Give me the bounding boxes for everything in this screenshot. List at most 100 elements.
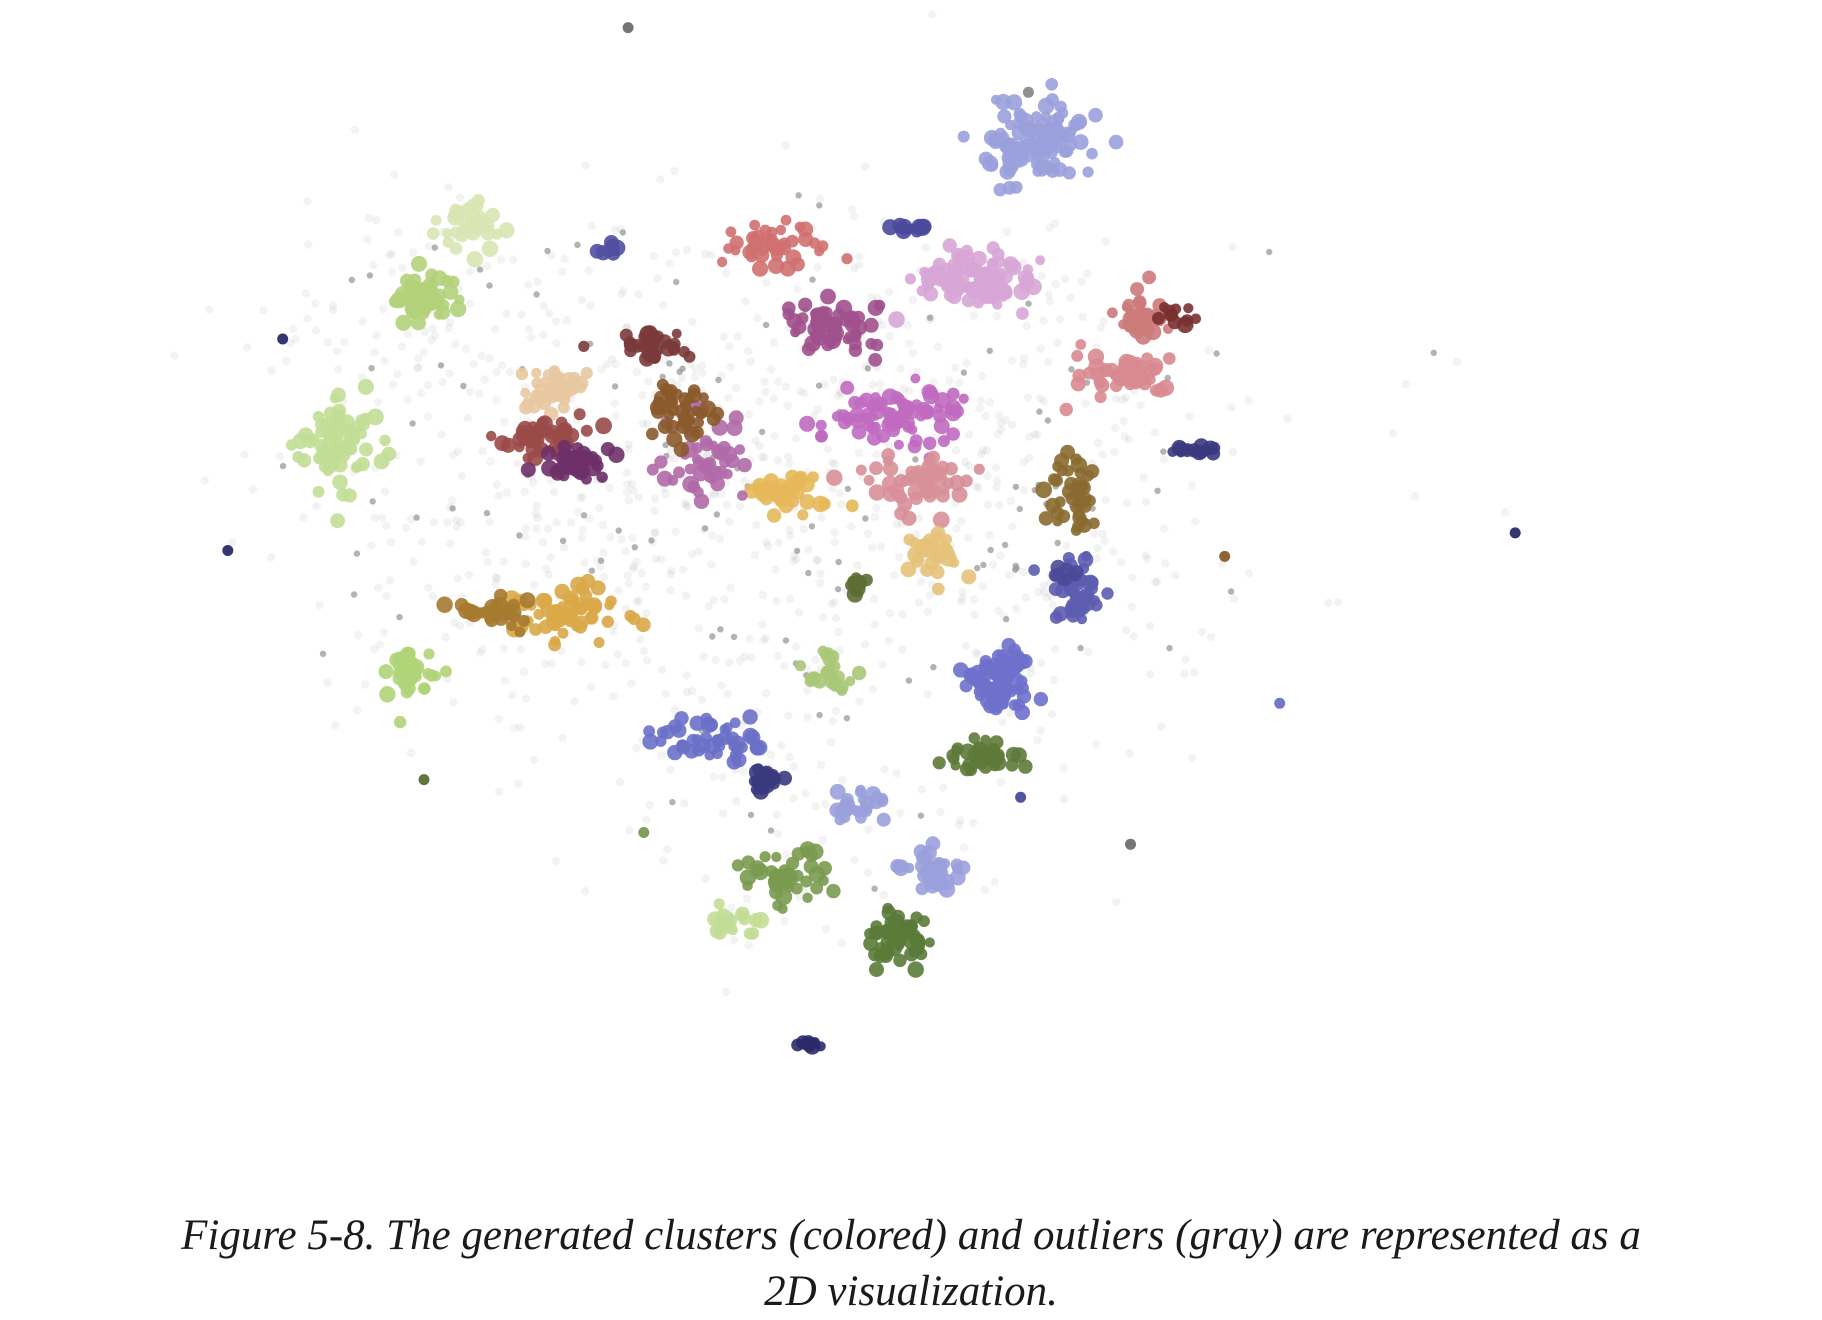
outlier-point bbox=[731, 797, 741, 806]
cluster-point bbox=[945, 548, 956, 559]
outlier-point bbox=[560, 254, 569, 264]
cluster-point bbox=[837, 800, 855, 817]
outlier-point bbox=[795, 192, 802, 199]
outlier-point bbox=[377, 513, 387, 522]
outlier-point bbox=[385, 576, 395, 585]
cluster-point bbox=[777, 770, 792, 786]
outlier-point bbox=[1146, 670, 1155, 679]
outlier-point bbox=[1036, 726, 1045, 735]
outlier-point bbox=[601, 660, 610, 670]
cluster-point bbox=[946, 427, 960, 441]
cluster-24 bbox=[1028, 550, 1114, 625]
cluster-point bbox=[590, 580, 606, 596]
outlier-point bbox=[493, 574, 502, 583]
cluster-point bbox=[1050, 474, 1063, 487]
outlier-point bbox=[637, 568, 646, 578]
outlier-point bbox=[617, 535, 626, 544]
cluster-point bbox=[454, 598, 469, 612]
cluster-point bbox=[1061, 483, 1078, 500]
outlier-point bbox=[917, 785, 927, 794]
outlier-point bbox=[899, 384, 908, 393]
cluster-point bbox=[667, 341, 680, 354]
outlier-point bbox=[683, 502, 692, 512]
outlier-point bbox=[1053, 338, 1062, 348]
outlier-point bbox=[964, 461, 973, 470]
cluster-point bbox=[988, 289, 999, 300]
cluster-point bbox=[834, 679, 849, 695]
outlier-point bbox=[962, 359, 971, 368]
outlier-point bbox=[1036, 394, 1045, 403]
outlier-point bbox=[576, 493, 585, 503]
cluster-point bbox=[517, 614, 530, 627]
cluster-point bbox=[924, 937, 935, 948]
outlier-point bbox=[815, 382, 823, 389]
outlier-point bbox=[827, 599, 836, 609]
outlier-point bbox=[248, 485, 258, 494]
outlier-point bbox=[388, 380, 398, 389]
cluster-point bbox=[764, 237, 777, 250]
cluster-point bbox=[593, 637, 605, 648]
outlier-point bbox=[750, 551, 759, 560]
outlier-point bbox=[688, 549, 697, 559]
outlier-point bbox=[791, 434, 801, 443]
outlier-point bbox=[350, 591, 358, 598]
cluster-point bbox=[985, 694, 1003, 711]
outlier-point bbox=[588, 567, 596, 574]
outlier-point bbox=[876, 542, 885, 551]
outlier-point bbox=[492, 395, 501, 404]
outlier-point bbox=[721, 269, 731, 278]
cluster-point bbox=[794, 660, 807, 672]
outlier-point bbox=[742, 894, 752, 904]
cluster-point bbox=[900, 561, 917, 578]
outlier-point bbox=[1143, 554, 1152, 564]
outlier-point bbox=[339, 338, 349, 347]
outlier-point bbox=[323, 338, 333, 347]
cluster-point bbox=[1018, 654, 1033, 669]
outlier-point bbox=[1026, 669, 1036, 678]
outlier-point bbox=[1266, 248, 1273, 256]
cluster-figure bbox=[170, 10, 1521, 1055]
outlier-point bbox=[627, 480, 637, 489]
outlier-point bbox=[975, 404, 985, 413]
outlier-point bbox=[785, 752, 794, 762]
outlier-point bbox=[618, 286, 628, 295]
cluster-33 bbox=[829, 783, 891, 827]
isolated-point bbox=[1022, 86, 1034, 98]
outlier-point bbox=[1047, 709, 1057, 719]
outlier-point bbox=[769, 338, 779, 347]
outlier-point bbox=[370, 513, 380, 522]
cluster-point bbox=[307, 433, 320, 446]
cluster-point bbox=[824, 666, 836, 677]
outlier-point bbox=[414, 363, 423, 372]
outlier-point bbox=[889, 571, 899, 580]
cluster-point bbox=[379, 434, 391, 447]
cluster-point bbox=[1048, 582, 1063, 597]
outlier-point bbox=[666, 765, 675, 774]
cluster-point bbox=[578, 340, 590, 352]
outlier-point bbox=[455, 193, 465, 202]
outlier-point bbox=[843, 715, 851, 722]
cluster-point bbox=[642, 733, 659, 750]
outlier-point bbox=[370, 348, 379, 357]
cluster-point bbox=[812, 495, 829, 513]
outlier-point bbox=[289, 324, 298, 333]
outlier-point bbox=[566, 518, 576, 527]
outlier-point bbox=[771, 565, 780, 574]
cluster-point bbox=[431, 270, 448, 286]
outlier-point bbox=[998, 717, 1007, 726]
outlier-point bbox=[1050, 219, 1060, 228]
cluster-point bbox=[312, 485, 325, 498]
cluster-point bbox=[810, 881, 824, 895]
cluster-point bbox=[1075, 339, 1087, 350]
cluster-point bbox=[504, 604, 522, 622]
cluster-point bbox=[734, 444, 746, 455]
outlier-point bbox=[527, 333, 536, 342]
outlier-point bbox=[611, 411, 620, 421]
cluster-point bbox=[580, 473, 592, 485]
cluster-point bbox=[1001, 150, 1016, 165]
outlier-point bbox=[228, 538, 237, 547]
outlier-point bbox=[1101, 237, 1111, 246]
outlier-point bbox=[502, 309, 511, 318]
cluster-point bbox=[912, 222, 924, 235]
cluster-point bbox=[935, 488, 950, 503]
